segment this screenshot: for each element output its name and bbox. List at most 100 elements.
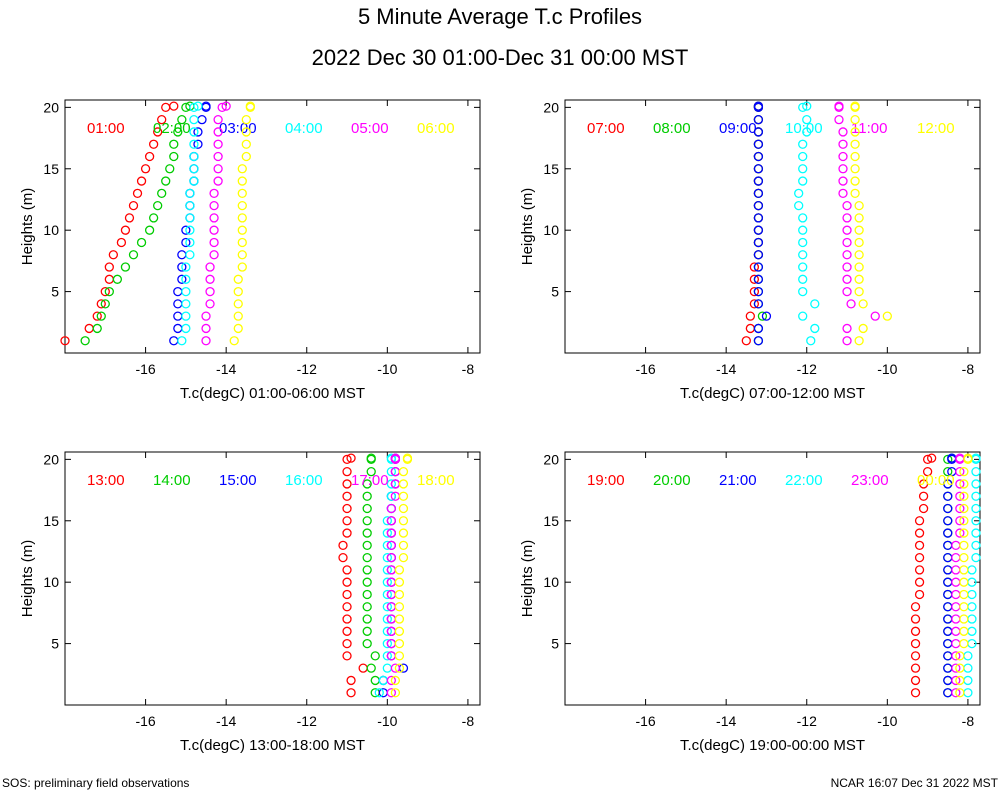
data-point — [963, 675, 973, 686]
x-tick-label: -10 — [877, 361, 897, 377]
data-point — [798, 176, 808, 186]
data-point — [189, 127, 199, 137]
x-axis-label: T.c(degC) 01:00-06:00 MST — [180, 385, 365, 402]
series-1200 — [850, 101, 892, 346]
y-tick-label: 15 — [543, 161, 559, 177]
chart-title: 5 Minute Average T.c Profiles — [357, 4, 643, 29]
data-point — [971, 540, 981, 550]
chart-subtitle: 2022 Dec 30 01:00-Dec 31 00:00 MST — [311, 45, 689, 70]
data-point — [842, 323, 852, 334]
chart-panel: -16 -14 -12 -10 -8 5 10 15 20 T.c(degC) 01:00-06:… — [19, 99, 481, 402]
data-point — [394, 565, 405, 575]
data-point — [169, 151, 179, 162]
y-tick-label: 20 — [43, 99, 59, 115]
data-point — [181, 323, 191, 334]
data-point — [185, 200, 195, 211]
data-point — [842, 336, 852, 346]
data-point — [802, 115, 812, 125]
data-point — [386, 528, 397, 538]
data-point — [753, 139, 764, 149]
legend-label: 09:00 — [719, 120, 757, 137]
data-point — [745, 311, 755, 321]
data-point — [943, 552, 953, 563]
data-point — [153, 127, 163, 137]
data-point — [128, 250, 139, 260]
data-point — [854, 336, 864, 346]
data-point — [955, 503, 965, 514]
x-tick-label: -8 — [962, 361, 975, 377]
data-point — [181, 225, 191, 235]
data-point — [914, 589, 925, 600]
data-point — [193, 139, 203, 149]
data-point — [753, 101, 764, 111]
data-point — [205, 274, 215, 284]
data-point — [386, 688, 397, 698]
data-point — [189, 151, 199, 162]
data-point — [802, 127, 812, 137]
x-axis-label: T.c(degC) 13:00-18:00 MST — [180, 737, 365, 754]
data-point — [342, 602, 352, 612]
data-point — [854, 237, 864, 248]
data-point — [943, 614, 953, 624]
data-point — [749, 286, 760, 297]
data-point — [390, 453, 401, 463]
x-tick-label: -14 — [716, 361, 736, 377]
y-tick-label: 10 — [43, 222, 59, 238]
data-point — [132, 188, 143, 198]
data-point — [394, 589, 405, 600]
data-point — [854, 286, 864, 297]
x-axis-label: T.c(degC) 07:00-12:00 MST — [680, 385, 865, 402]
data-point — [838, 176, 848, 186]
data-point — [342, 614, 352, 624]
y-axis-label: Heights (m) — [519, 188, 536, 266]
data-point — [854, 225, 864, 235]
data-point — [951, 688, 961, 698]
data-point — [157, 188, 167, 198]
data-point — [951, 675, 961, 686]
data-point — [209, 250, 219, 260]
data-point — [927, 453, 937, 463]
data-point — [798, 262, 808, 272]
data-point — [390, 688, 401, 698]
data-point — [922, 467, 933, 477]
data-point — [241, 151, 251, 162]
data-point — [850, 101, 860, 111]
data-point — [100, 286, 110, 297]
plot-frame — [564, 99, 981, 354]
data-point — [838, 151, 848, 162]
data-point — [794, 188, 804, 198]
data-point — [910, 626, 921, 636]
data-point — [959, 577, 969, 587]
data-point — [124, 213, 135, 223]
data-point — [342, 528, 352, 538]
data-point — [850, 188, 860, 198]
data-point — [342, 577, 352, 587]
data-point — [173, 286, 183, 297]
legend-label: 02:00 — [153, 120, 191, 137]
data-point — [338, 540, 348, 550]
series-2300 — [951, 453, 965, 698]
legend-label: 16:00 — [285, 472, 323, 489]
data-point — [382, 663, 392, 673]
legend-label: 10:00 — [785, 120, 823, 137]
data-point — [342, 516, 352, 526]
data-point — [943, 602, 953, 612]
data-point — [402, 453, 413, 463]
legend-label: 20:00 — [653, 472, 691, 489]
x-tick-label: -14 — [216, 713, 236, 729]
data-point — [753, 188, 764, 198]
data-point — [394, 638, 405, 649]
data-point — [213, 176, 223, 186]
data-point — [382, 516, 392, 526]
data-point — [398, 540, 409, 550]
data-point — [346, 688, 356, 698]
data-point — [233, 299, 243, 309]
data-point — [237, 164, 247, 174]
data-point — [854, 213, 864, 223]
series-0100 — [60, 101, 179, 346]
data-point — [237, 176, 247, 186]
data-point — [951, 565, 961, 575]
data-point — [169, 336, 179, 346]
data-point — [342, 565, 352, 575]
data-point — [394, 602, 405, 612]
